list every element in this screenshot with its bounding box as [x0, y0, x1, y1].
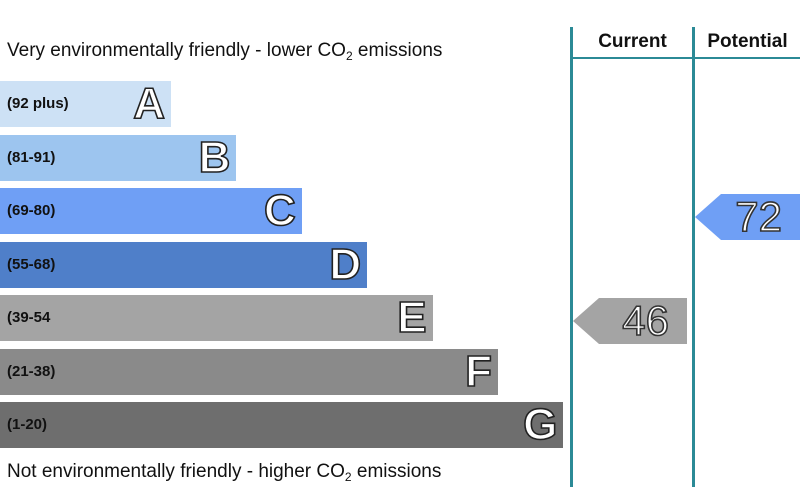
- band-range-label: (81-91): [7, 148, 56, 166]
- current-column-line: [570, 27, 573, 487]
- caption-bottom-sub: 2: [344, 470, 352, 484]
- potential-column-header: Potential: [707, 31, 788, 52]
- band-range-label: (55-68): [7, 255, 56, 273]
- caption-bottom-text: Not environmentally friendly - higher CO: [7, 461, 345, 482]
- caption-top-text: Very environmentally friendly - lower CO: [7, 40, 346, 61]
- band-letter: B: [198, 132, 231, 183]
- current-column-header: Current: [598, 31, 667, 52]
- band-range-label: (39-54: [7, 309, 51, 326]
- band-g: (1-20) G: [0, 399, 564, 450]
- potential-column-line: [692, 27, 695, 487]
- potential-rating-arrow: 72: [695, 194, 800, 240]
- band-c: (69-80) C: [0, 185, 302, 236]
- band-range-label: (21-38): [7, 362, 56, 380]
- band-letter: A: [132, 78, 165, 129]
- caption-top: Very environmentally friendly - lower CO…: [7, 40, 442, 63]
- current-rating-arrow: 46: [573, 298, 687, 344]
- caption-top-sub: 2: [345, 49, 353, 63]
- band-range-label: (69-80): [7, 202, 56, 219]
- band-letter: G: [522, 399, 558, 450]
- caption-top-tail: emissions: [352, 40, 443, 61]
- band-e: (39-54 E: [0, 292, 433, 343]
- band-range-label: (1-20): [7, 416, 48, 433]
- band-letter: C: [263, 185, 296, 236]
- band-b: (81-91) B: [0, 132, 237, 183]
- column-header-divider: [570, 57, 800, 59]
- caption-bottom: Not environmentally friendly - higher CO…: [7, 461, 441, 484]
- band-f: (21-38) F: [0, 346, 498, 397]
- band-range-label: (92 plus): [7, 95, 69, 112]
- band-letter: F: [464, 346, 492, 397]
- band-d: (55-68) D: [0, 239, 368, 290]
- band-letter: D: [329, 239, 362, 290]
- band-a: (92 plus) A: [0, 78, 171, 129]
- band-letter: E: [396, 292, 427, 343]
- caption-bottom-tail: emissions: [351, 461, 442, 482]
